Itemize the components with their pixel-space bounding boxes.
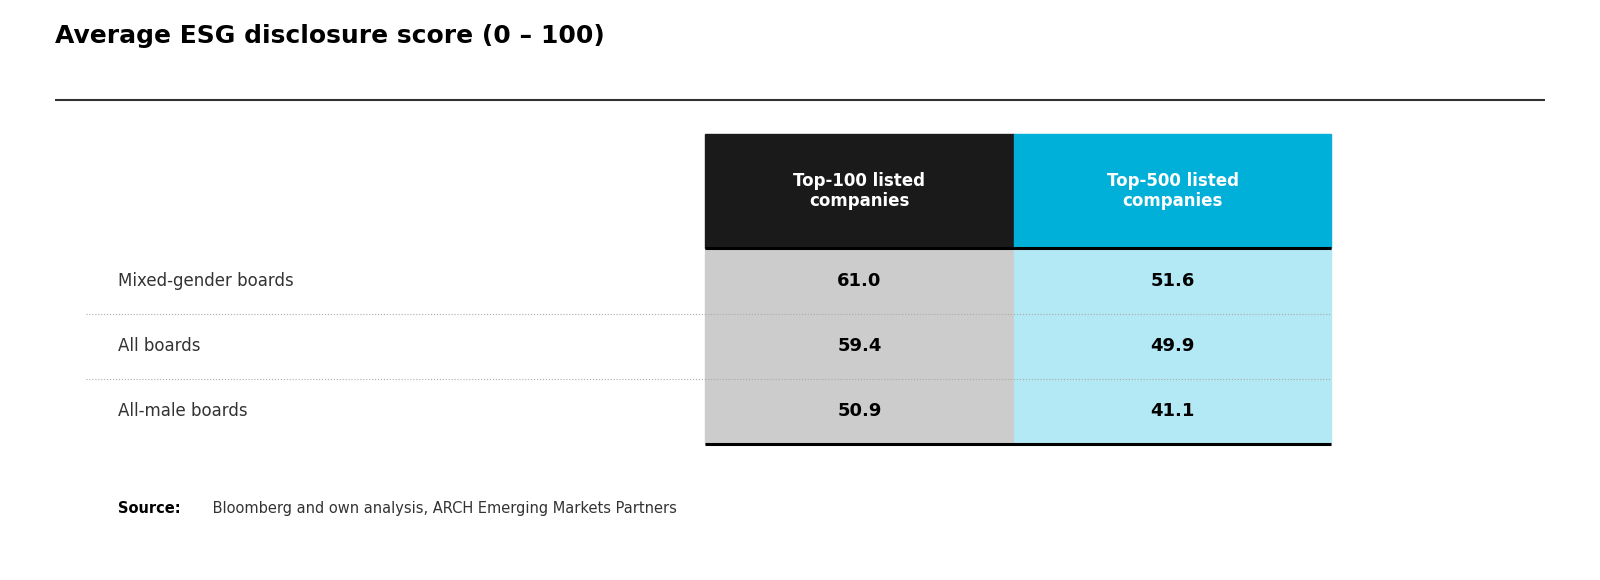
Text: 49.9: 49.9 xyxy=(1150,338,1195,356)
Text: 59.4: 59.4 xyxy=(837,338,882,356)
Bar xyxy=(706,379,1014,444)
Text: 61.0: 61.0 xyxy=(837,272,882,290)
Bar xyxy=(1014,314,1331,379)
Text: Top-500 listed
companies: Top-500 listed companies xyxy=(1107,172,1238,211)
Bar xyxy=(706,314,1014,379)
Text: Bloomberg and own analysis, ARCH Emerging Markets Partners: Bloomberg and own analysis, ARCH Emergin… xyxy=(208,501,677,516)
Text: 50.9: 50.9 xyxy=(837,403,882,420)
Bar xyxy=(1014,249,1331,314)
Text: 41.1: 41.1 xyxy=(1150,403,1195,420)
Text: Source:: Source: xyxy=(118,501,181,516)
Text: Top-100 listed
companies: Top-100 listed companies xyxy=(794,172,925,211)
Bar xyxy=(706,249,1014,314)
Text: All boards: All boards xyxy=(118,338,200,356)
Bar xyxy=(706,135,1014,248)
Bar xyxy=(1014,379,1331,444)
Text: Mixed-gender boards: Mixed-gender boards xyxy=(118,272,294,290)
Text: Average ESG disclosure score (0 – 100): Average ESG disclosure score (0 – 100) xyxy=(54,24,605,48)
Bar xyxy=(1014,135,1331,248)
Text: 51.6: 51.6 xyxy=(1150,272,1195,290)
Text: All-male boards: All-male boards xyxy=(118,403,248,420)
